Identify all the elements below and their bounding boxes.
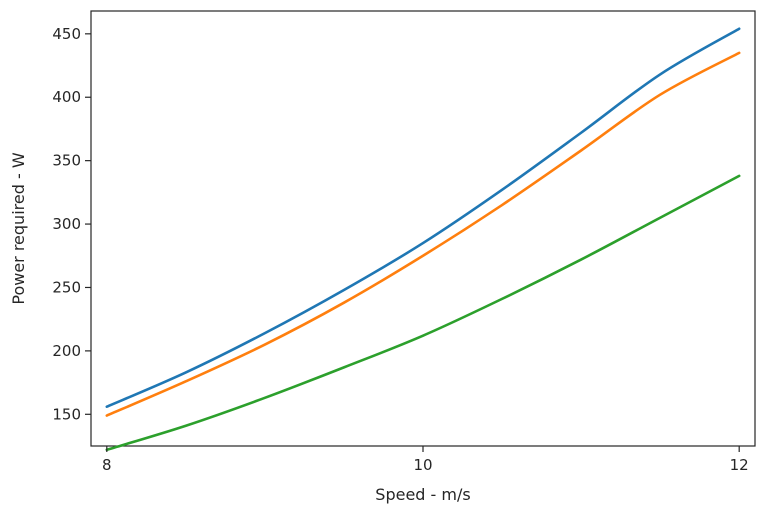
- y-tick-label: 200: [52, 342, 81, 360]
- y-tick-label: 350: [52, 152, 81, 170]
- y-axis: 150 200 250 300 350 400 450: [52, 25, 91, 423]
- series-line-1: [105, 27, 741, 408]
- y-tick-label: 400: [52, 88, 81, 106]
- y-tick-label: 450: [52, 25, 81, 43]
- x-axis: 8 10 12: [102, 446, 749, 474]
- x-tick-label: 12: [730, 456, 749, 474]
- series-group: [105, 27, 741, 452]
- x-tick-label: 10: [413, 456, 432, 474]
- series-line-2: [105, 51, 741, 417]
- x-tick-label: 8: [102, 456, 112, 474]
- y-tick-label: 300: [52, 215, 81, 233]
- x-axis-label: Speed - m/s: [375, 485, 470, 504]
- y-tick-label: 150: [52, 405, 81, 423]
- series-line-3: [105, 174, 741, 452]
- y-tick-label: 250: [52, 278, 81, 296]
- y-axis-label: Power required - W: [9, 152, 28, 304]
